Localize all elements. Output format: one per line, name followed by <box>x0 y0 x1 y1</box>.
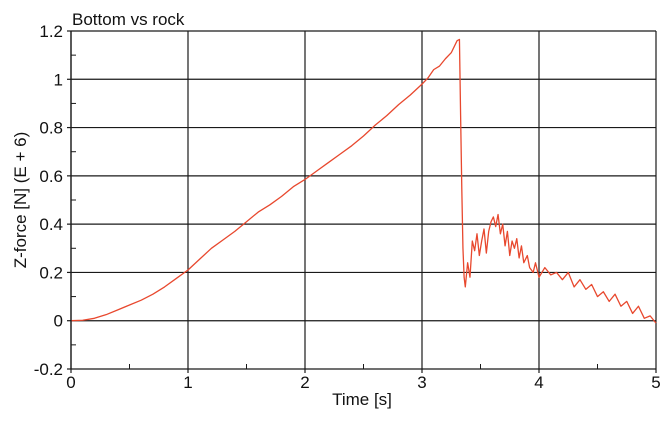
x-tick-label: 3 <box>417 373 426 392</box>
y-tick-label: 0 <box>54 312 63 331</box>
x-tick-label: 0 <box>66 373 75 392</box>
x-tick-label: 5 <box>651 373 660 392</box>
x-tick-label: 2 <box>300 373 309 392</box>
x-tick-label: 1 <box>183 373 192 392</box>
axis-layer <box>67 30 657 373</box>
tick-label-layer: 0 1 2 3 4 5-0.200.20.40.60.811.2 <box>34 22 661 392</box>
y-tick-label: 0.8 <box>39 119 63 138</box>
series-layer <box>70 38 657 324</box>
y-axis-label: Z-force [N] (E + 6) <box>11 132 30 269</box>
y-tick-label: 1 <box>54 70 63 89</box>
grid-layer <box>70 30 657 370</box>
y-tick-label: 1.2 <box>39 22 63 41</box>
y-tick-label: 0.4 <box>39 215 63 234</box>
y-tick-label: 0.6 <box>39 167 63 186</box>
x-tick-label: 4 <box>534 373 543 392</box>
series-line <box>70 38 657 324</box>
chart-title: Bottom vs rock <box>72 10 185 29</box>
y-tick-label: 0.2 <box>39 263 63 282</box>
x-axis-label: Time [s] <box>332 390 392 409</box>
y-tick-label: -0.2 <box>34 360 63 379</box>
